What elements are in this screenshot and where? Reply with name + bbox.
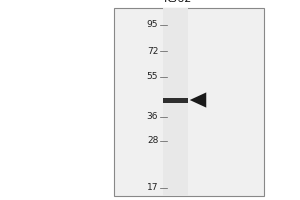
Text: K562: K562 [164, 0, 193, 4]
Text: 95: 95 [147, 20, 158, 29]
Polygon shape [190, 92, 206, 108]
Text: 36: 36 [147, 112, 158, 121]
Text: 28: 28 [147, 136, 158, 145]
Bar [163, 8, 188, 196]
Text: 72: 72 [147, 47, 158, 56]
Text: 17: 17 [147, 184, 158, 192]
Bar [114, 8, 264, 196]
Bar [163, 98, 188, 103]
Text: 55: 55 [147, 72, 158, 81]
